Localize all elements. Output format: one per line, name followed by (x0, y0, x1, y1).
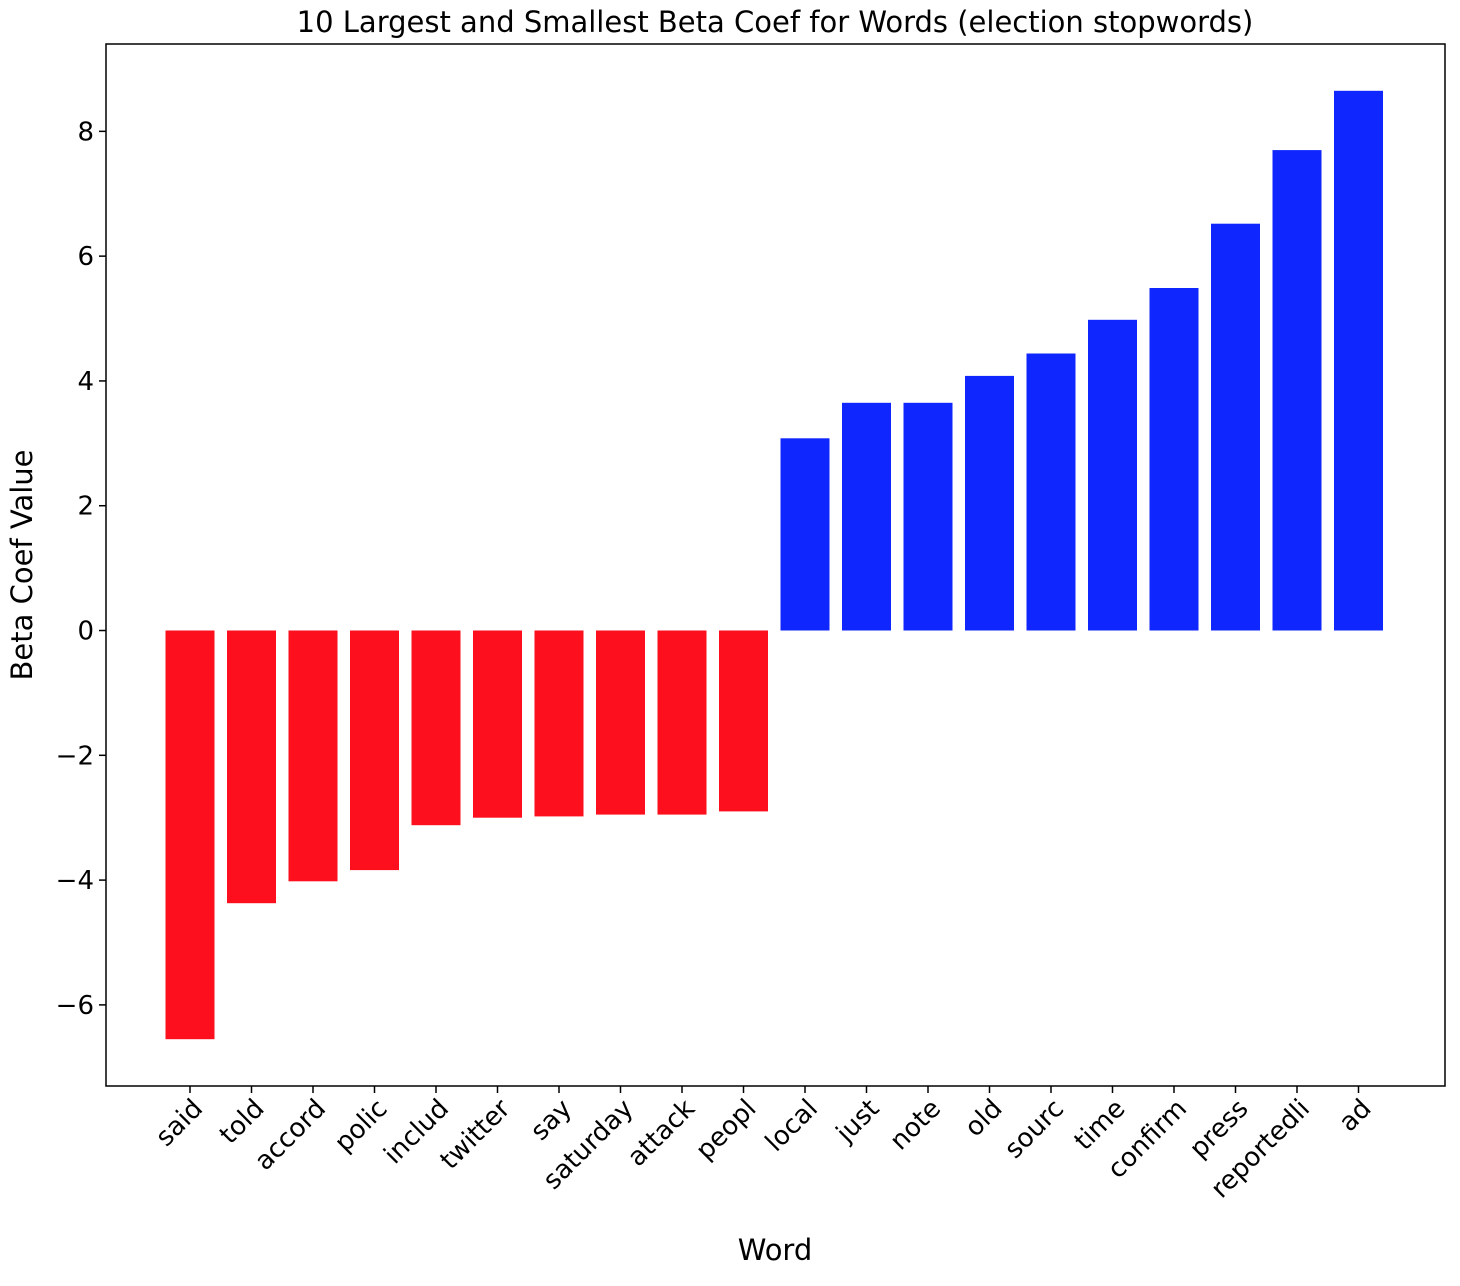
bar-press (1211, 223, 1260, 631)
bar-note (903, 402, 953, 631)
y-tick-label: −4 (56, 866, 94, 896)
y-tick-label: 4 (77, 367, 94, 397)
bar-reportedli (1272, 150, 1322, 631)
bar-ad (1334, 90, 1383, 631)
bar-told (227, 630, 276, 904)
bar-sourc (1026, 353, 1076, 631)
x-tick-label: said (150, 1094, 209, 1153)
x-tick-label: twitter (435, 1094, 517, 1176)
x-tick-label: old (959, 1094, 1008, 1143)
x-tick-label: local (760, 1094, 824, 1158)
x-tick-label: note (884, 1094, 947, 1157)
y-tick-label: −2 (56, 741, 94, 771)
x-tick-label: attack (622, 1094, 701, 1173)
y-tick-label: 2 (77, 492, 94, 522)
x-tick-label: peopl (690, 1094, 762, 1166)
bar-saturday (596, 630, 645, 815)
bar-time (1088, 319, 1137, 631)
x-tick-label: sourc (999, 1094, 1070, 1165)
chart-title: 10 Largest and Smallest Beta Coef for Wo… (297, 5, 1254, 39)
bar-twitter (473, 630, 522, 818)
y-axis-title: Beta Coef Value (5, 450, 39, 681)
bar-accord (288, 630, 338, 882)
plot-frame (105, 43, 1446, 1087)
bar-includ (411, 630, 461, 826)
bar-old (965, 375, 1014, 631)
x-tick-label: just (830, 1094, 885, 1149)
bar-polic (350, 630, 399, 871)
bar-local (780, 438, 830, 631)
x-tick-label: ad (1333, 1094, 1377, 1138)
y-tick-label: 6 (77, 242, 94, 272)
x-tick-label: say (525, 1094, 578, 1147)
bar-confirm (1149, 288, 1199, 631)
bar-just (842, 402, 891, 631)
y-tick-label: 0 (77, 617, 94, 647)
bar-said (165, 630, 215, 1040)
y-tick-label: 8 (77, 117, 94, 147)
bar-peopl (719, 630, 768, 812)
bars-group (165, 90, 1383, 1040)
x-axis-title: Word (738, 1233, 813, 1267)
bar-attack (657, 630, 707, 815)
y-tick-label: −6 (56, 991, 94, 1021)
bar-say (534, 630, 584, 817)
y-axis: −6 −4 −2 0 2 4 6 8 (56, 117, 106, 1021)
